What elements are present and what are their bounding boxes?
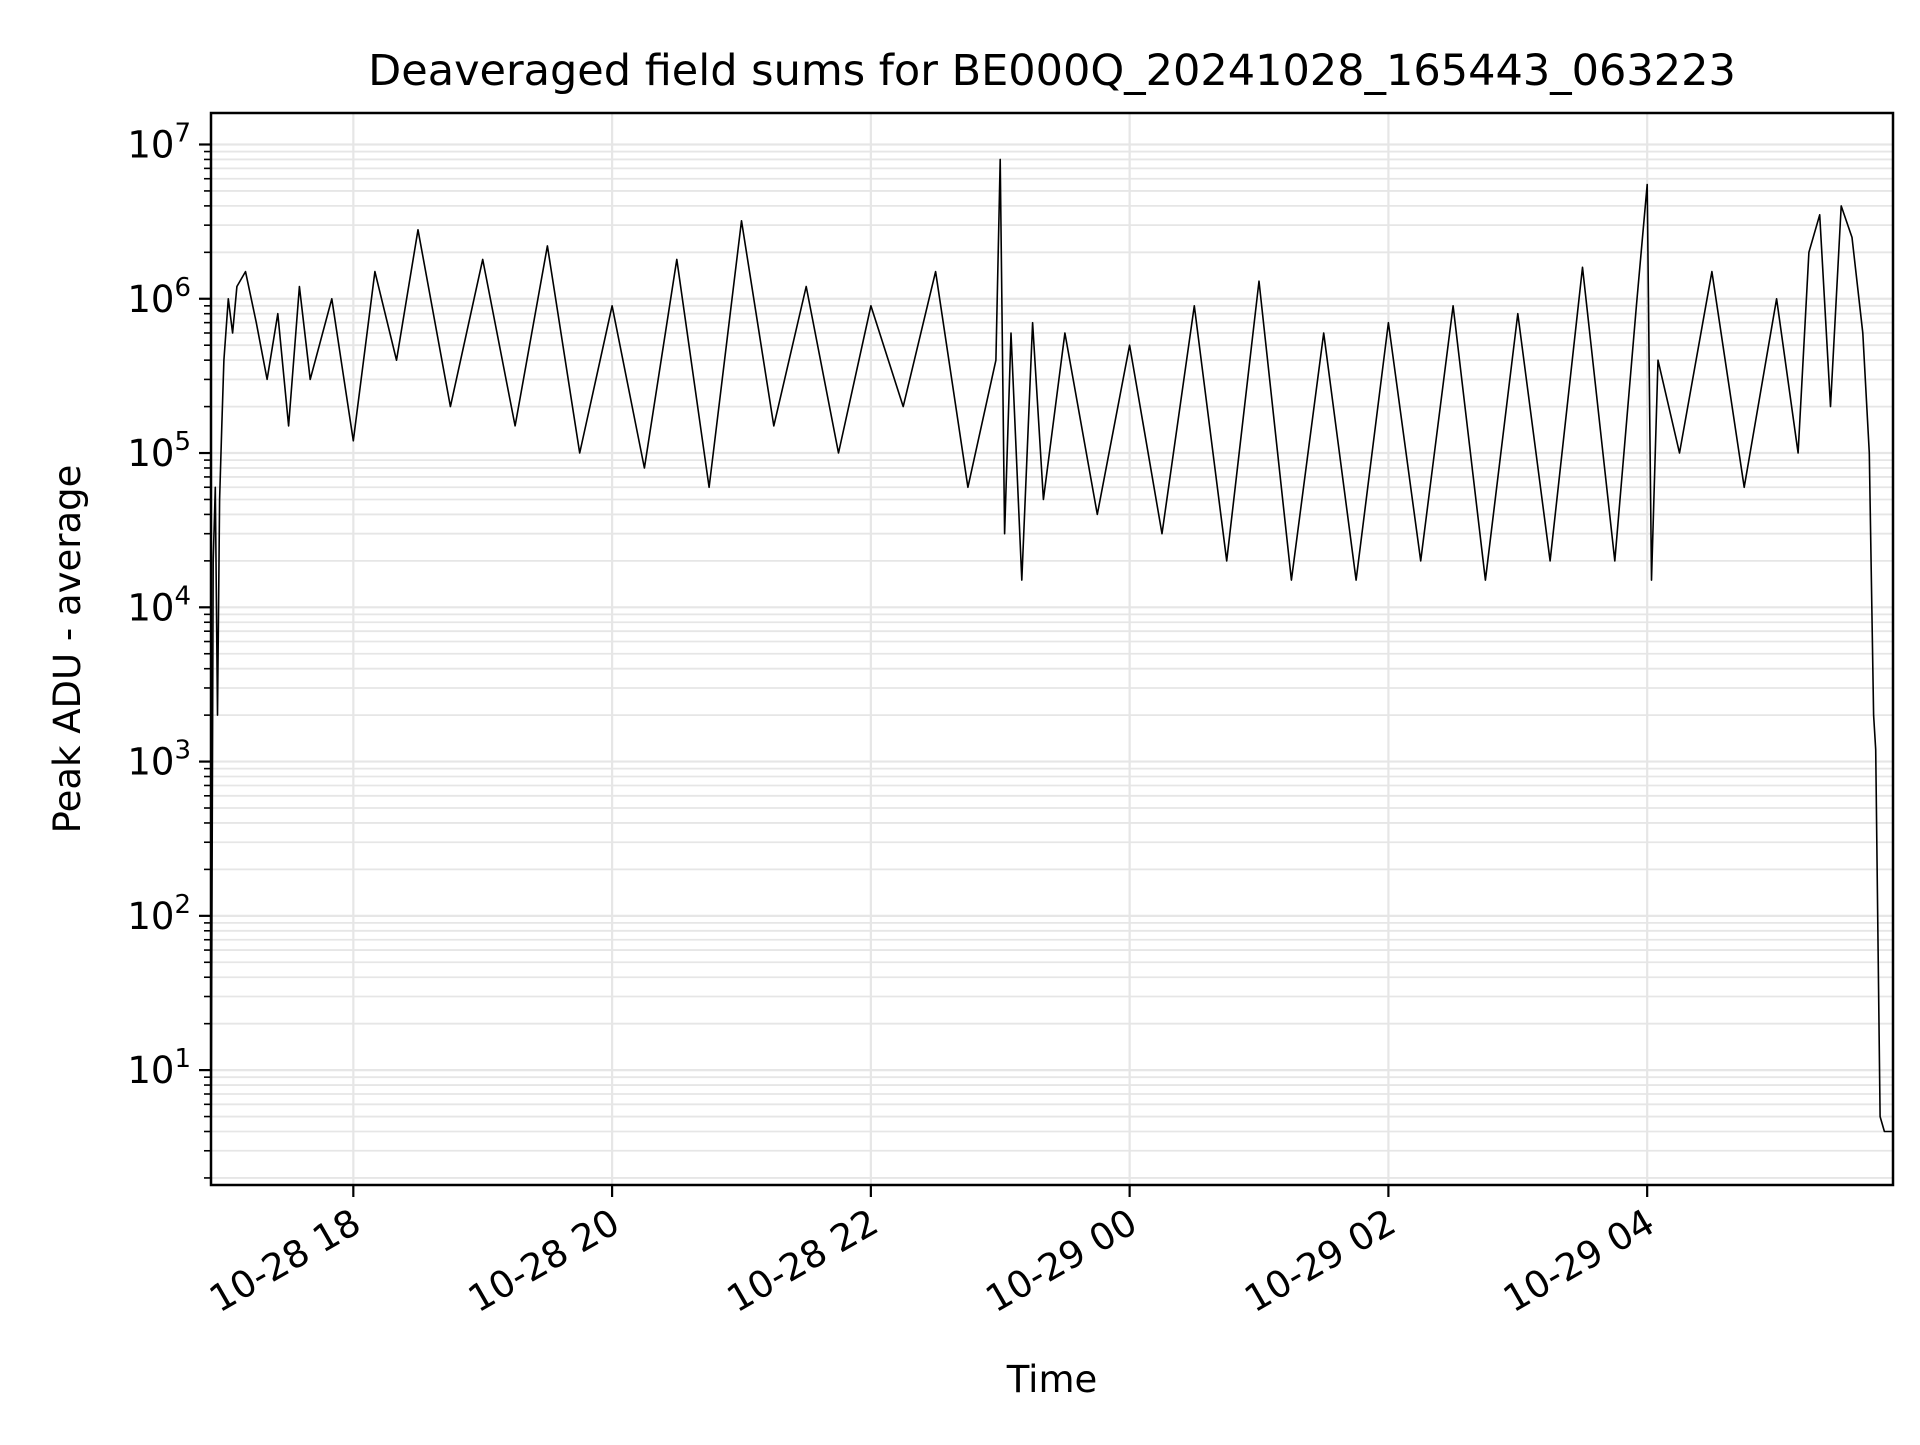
x-tick-label: 10-28 20 [461,1201,627,1321]
series-line [210,158,1893,1178]
y-tick-label: 105 [127,427,191,475]
y-axis-title: Peak ADU - average [46,465,89,834]
x-tick-label: 10-29 02 [1237,1201,1403,1321]
y-tick-label: 104 [127,581,191,629]
y-tick-label: 106 [127,273,191,321]
y-tick-label: 102 [127,890,191,938]
x-tick-label: 10-28 18 [202,1201,368,1321]
x-tick-label: 10-28 22 [720,1201,886,1321]
x-tick-label: 10-29 00 [979,1201,1145,1321]
plot-frame [209,111,1895,1187]
y-tick-label: 101 [127,1044,191,1092]
chart-title: Deaveraged field sums for BE000Q_2024102… [368,46,1736,96]
x-tick-label: 10-29 04 [1496,1201,1662,1321]
y-tick-label: 107 [127,118,191,166]
y-tick-label: 103 [127,736,191,784]
x-axis-title: Time [1006,1358,1098,1401]
grid-layer [211,113,1893,1185]
series-layer [210,158,1893,1178]
